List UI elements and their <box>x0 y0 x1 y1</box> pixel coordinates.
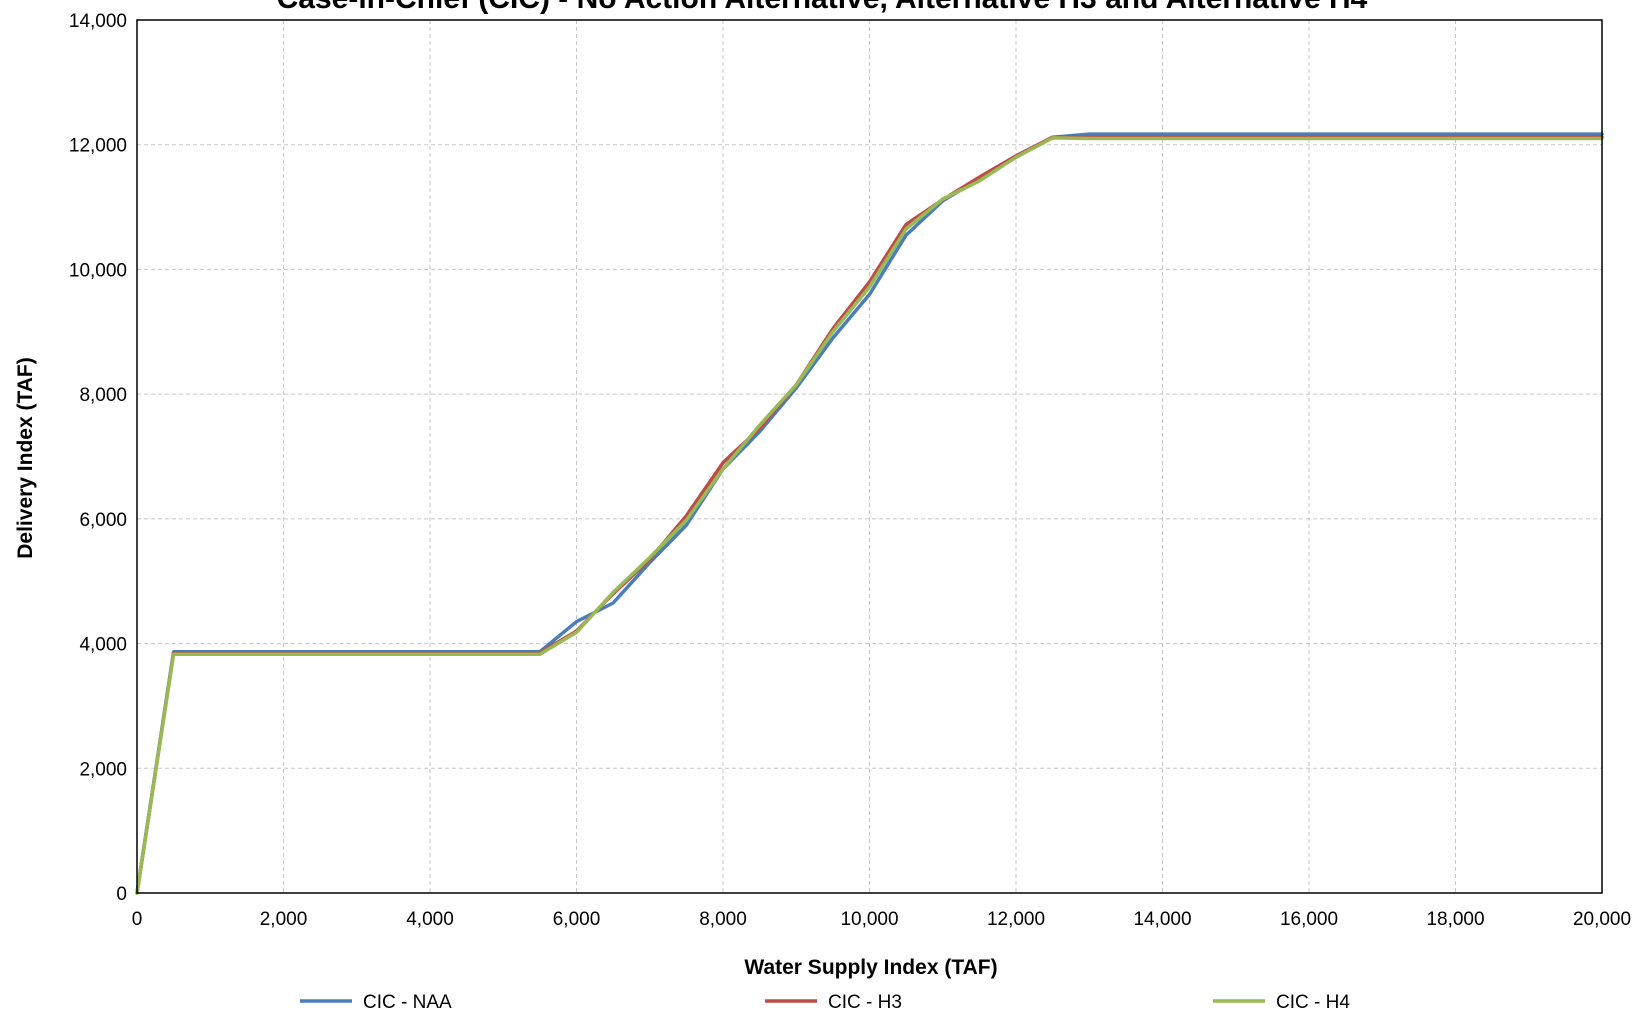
legend-label: CIC - H4 <box>1276 992 1350 1013</box>
gridlines <box>137 20 1602 893</box>
series-line-3 <box>135 136 1604 895</box>
y-tick-labels: 0 2,000 4,000 6,000 8,000 10,000 12,000 14,000 <box>69 11 127 905</box>
x-tick-label: 0 <box>132 909 143 930</box>
y-tick-label: 12,000 <box>69 136 127 157</box>
y-tick-label: 4,000 <box>79 635 127 656</box>
legend: CIC - NAA CIC - H3 CIC - H4 <box>300 992 1350 1013</box>
x-tick-label: 18,000 <box>1426 909 1484 930</box>
y-tick-label: 6,000 <box>79 510 127 531</box>
x-tick-label: 12,000 <box>987 909 1045 930</box>
x-tick-label: 20,000 <box>1573 909 1631 930</box>
y-tick-label: 2,000 <box>79 759 127 780</box>
y-axis-title: Delivery Index (TAF) <box>14 357 37 559</box>
y-tick-label: 14,000 <box>69 11 127 32</box>
y-tick-label: 8,000 <box>79 385 127 406</box>
plot-area-frame <box>136 19 1603 894</box>
legend-label: CIC - H3 <box>828 992 902 1013</box>
x-tick-label: 6,000 <box>553 909 601 930</box>
chart-title: Case-in-Chief (CIC) - No Action Alternat… <box>277 0 1368 15</box>
y-tick-label: 10,000 <box>69 260 127 281</box>
x-tick-label: 14,000 <box>1133 909 1191 930</box>
x-tick-label: 8,000 <box>699 909 747 930</box>
legend-item: CIC - H4 <box>1213 992 1350 1013</box>
legend-label: CIC - NAA <box>363 992 452 1013</box>
legend-item: CIC - NAA <box>300 992 452 1013</box>
x-tick-label: 4,000 <box>406 909 454 930</box>
legend-item: CIC - H3 <box>765 992 902 1013</box>
x-tick-label: 10,000 <box>840 909 898 930</box>
series-lines <box>135 132 1604 895</box>
y-tick-label: 0 <box>116 884 127 905</box>
x-axis-title: Water Supply Index (TAF) <box>744 956 997 979</box>
x-tick-label: 2,000 <box>260 909 308 930</box>
x-tick-labels: 0 2,000 4,000 6,000 8,000 10,000 12,000 14,000 1… <box>132 909 1631 930</box>
x-tick-label: 16,000 <box>1280 909 1338 930</box>
